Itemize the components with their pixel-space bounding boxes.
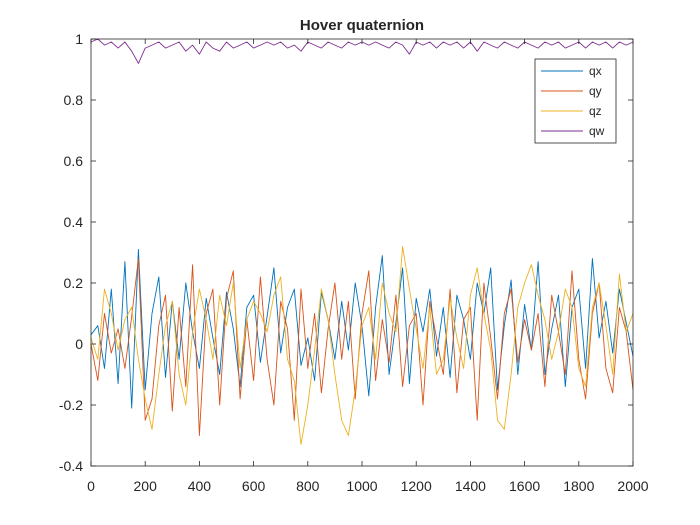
- legend-label-qz: qz: [589, 104, 602, 118]
- y-tick-label: 0.4: [64, 214, 84, 230]
- x-tick-label: 1200: [401, 478, 432, 494]
- x-axis: 0 200 400 600 800 1000 1200 1400 1600 1800 2000: [87, 39, 649, 494]
- legend-label-qw: qw: [589, 124, 605, 138]
- x-tick-label: 1400: [455, 478, 486, 494]
- x-tick-label: 1800: [563, 478, 594, 494]
- y-tick-label: 0.6: [64, 153, 84, 169]
- x-tick-label: 200: [134, 478, 158, 494]
- y-tick-label: -0.2: [59, 397, 83, 413]
- y-axis: -0.4 -0.2 0 0.2 0.4 0.6 0.8 1: [59, 31, 633, 474]
- x-tick-label: 1600: [509, 478, 540, 494]
- legend-box: [534, 58, 617, 144]
- x-tick-label: 1000: [346, 478, 377, 494]
- x-tick-label: 0: [87, 478, 95, 494]
- y-tick-label: 1: [75, 31, 83, 47]
- legend: qx qy qz qw: [534, 58, 617, 144]
- series-line-qy: [90, 258, 634, 436]
- x-tick-label: 2000: [617, 478, 648, 494]
- x-tick-label: 400: [188, 478, 212, 494]
- x-tick-label: 600: [242, 478, 266, 494]
- legend-label-qx: qx: [589, 64, 602, 78]
- series-line-qz: [90, 245, 634, 446]
- y-tick-label: -0.4: [59, 458, 83, 474]
- y-tick-label: 0: [75, 336, 83, 352]
- legend-label-qy: qy: [589, 84, 602, 98]
- y-tick-label: 0.2: [64, 275, 84, 291]
- x-tick-label: 800: [296, 478, 320, 494]
- chart-title: Hover quaternion: [300, 17, 424, 34]
- y-tick-label: 0.8: [64, 92, 84, 108]
